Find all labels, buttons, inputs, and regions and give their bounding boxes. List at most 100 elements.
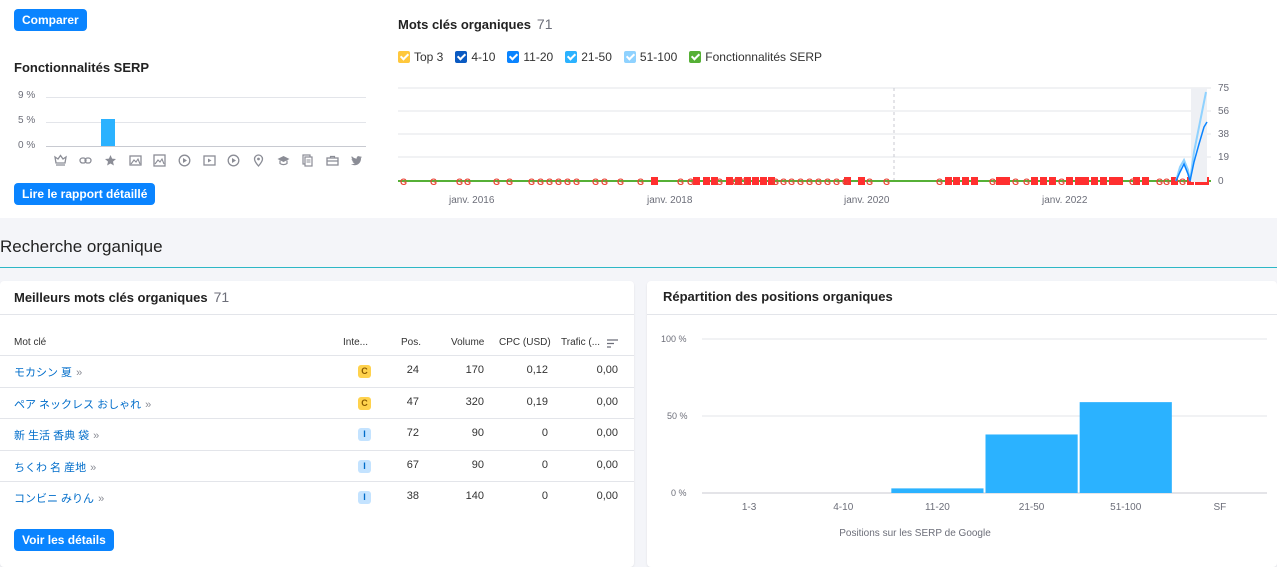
table-row[interactable]: 新 生活 香典 袋» I 72 90 0 0,00	[0, 418, 634, 449]
col-traffic[interactable]: Trafic (...	[561, 337, 601, 348]
google-g-marker: G	[806, 177, 813, 187]
legend-11-20[interactable]: 11-20	[507, 50, 553, 64]
serp-flag-marker	[1116, 177, 1123, 185]
y-tick: 19	[1218, 152, 1230, 163]
legend-21-50[interactable]: 21-50	[565, 50, 612, 64]
x-tick: 11-20	[925, 502, 950, 513]
serp-bar[interactable]	[101, 118, 115, 146]
serp-flag-marker	[953, 177, 960, 185]
serp-flag-marker	[1049, 177, 1056, 185]
detailed-report-button[interactable]: Lire le rapport détaillé	[14, 183, 156, 205]
google-g-marker: G	[740, 177, 747, 187]
legend-51-100[interactable]: 51-100	[623, 50, 677, 64]
google-g-marker: G	[772, 177, 779, 187]
keyword-link[interactable]: ちくわ 名 産地»	[14, 459, 96, 475]
traffic-value: 0,00	[596, 427, 618, 439]
y-tick: 0	[1218, 176, 1224, 187]
chevron-double-right-icon[interactable]: »	[90, 461, 97, 474]
serp-axis-tick: 0 %	[18, 140, 36, 151]
section-title: Recherche organique	[0, 237, 163, 256]
col-cpc[interactable]: CPC (USD)	[499, 337, 551, 348]
keywords-legend: Top 3 4-10 11-20 21-50 51-100 Fonctionna…	[398, 50, 822, 64]
intent-badge: C	[358, 365, 371, 378]
col-keyword[interactable]: Mot clé	[14, 337, 47, 348]
traffic-value: 0,00	[596, 458, 618, 471]
serp-flag-marker	[703, 177, 710, 185]
position-bar	[1079, 402, 1172, 493]
serp-flag-marker	[1133, 177, 1140, 185]
crown-icon	[53, 154, 67, 168]
google-g-marker: G	[1023, 177, 1030, 187]
top-keywords-count: 71	[213, 289, 230, 305]
checkbox-icon	[689, 51, 702, 63]
checkbox-icon	[565, 51, 578, 63]
col-intent[interactable]: Inte...	[343, 337, 369, 348]
serp-flag-marker	[996, 177, 1003, 185]
cpc-value: 0,12	[526, 364, 548, 376]
google-g-marker: G	[537, 177, 544, 187]
keyword-link[interactable]: モカシン 夏»	[14, 364, 82, 380]
google-g-marker: G	[1012, 177, 1019, 187]
legend-top3[interactable]: Top 3	[398, 50, 443, 64]
organic-keywords-count: 71	[536, 16, 553, 32]
serp-flag-marker	[1109, 177, 1116, 185]
legend-4-10[interactable]: 4-10	[455, 50, 495, 64]
chevron-double-right-icon[interactable]: »	[93, 430, 100, 442]
legend-label: Top 3	[414, 50, 444, 64]
intent-badge: I	[358, 428, 371, 441]
table-row[interactable]: コンビニ みりん» I 38 140 0 0,00	[0, 481, 634, 512]
serp-flag-marker	[1100, 177, 1107, 185]
play-icon	[226, 154, 240, 168]
chevron-double-right-icon[interactable]: »	[145, 398, 152, 411]
serp-flag-marker	[1040, 177, 1047, 185]
serp-flag-marker	[1031, 177, 1038, 185]
briefcase-icon	[325, 154, 339, 168]
legend-label: 21-50	[581, 50, 612, 64]
image-icon	[128, 154, 142, 168]
google-g-marker: G	[617, 177, 624, 187]
positions-bar-chart[interactable]: 100 % 50 % 0 % 1-3 4-10 11-20 21-50 51-100 SF…	[647, 321, 1277, 546]
intent-badge: I	[358, 459, 371, 473]
positions-card: Répartition des positions organiques 100…	[647, 281, 1277, 567]
legend-serp-features[interactable]: Fonctionnalités SERP	[689, 50, 822, 64]
table-row[interactable]: ちくわ 名 産地» I 67 90 0 0,00	[0, 449, 634, 481]
volume-value: 90	[471, 458, 484, 471]
serp-axis-tick: 5 %	[18, 115, 36, 126]
table-row[interactable]: モカシン 夏» C 24 170 0,12 0,00	[0, 355, 634, 386]
col-position[interactable]: Pos.	[401, 337, 422, 348]
view-details-button[interactable]: Voir les détails	[14, 529, 114, 551]
sort-icon[interactable]	[607, 339, 618, 351]
keyword-link[interactable]: コンビニ みりん»	[14, 490, 104, 506]
top-keywords-card: Meilleurs mots clés organiques 71 Mot clé…	[0, 281, 634, 567]
chevron-double-right-icon[interactable]: »	[76, 367, 83, 379]
volume-value: 320	[465, 395, 484, 408]
table-row[interactable]: ペア ネックレス おしゃれ» C 47 320 0,19 0,00	[0, 386, 634, 418]
legend-label: 4-10	[471, 50, 496, 64]
compare-button[interactable]: Comparer	[14, 9, 87, 31]
top-keywords-title: Meilleurs mots clés organiques 71	[14, 289, 229, 305]
traffic-value: 0,00	[596, 395, 618, 408]
keyword-link[interactable]: 新 生活 香典 袋»	[14, 427, 99, 443]
intent-badge: C	[358, 396, 371, 410]
table-header: Mot clé Inte... Pos. Volume CPC (USD) Tr…	[14, 337, 620, 357]
intent-badge: I	[358, 491, 371, 504]
video-icon	[177, 154, 191, 168]
col-volume[interactable]: Volume	[451, 337, 485, 348]
chevron-double-right-icon[interactable]: »	[98, 493, 105, 505]
serp-flag-marker	[1091, 177, 1098, 185]
serp-flag-marker	[651, 177, 658, 185]
google-g-marker: G	[1179, 177, 1186, 187]
google-g-marker: G	[430, 177, 437, 187]
cpc-value: 0	[541, 458, 548, 471]
serp-flag-marker	[693, 177, 700, 185]
checkbox-icon	[398, 51, 410, 63]
serp-flag-marker	[962, 177, 969, 185]
link-icon	[78, 154, 92, 168]
position-value: 72	[406, 427, 419, 439]
y-tick: 56	[1218, 106, 1230, 117]
x-tick: janv. 2016	[448, 195, 495, 206]
keyword-link[interactable]: ペア ネックレス おしゃれ»	[14, 396, 151, 412]
google-g-marker: G	[573, 177, 580, 187]
position-labels: 1-3 4-10 11-20 21-50 51-100 SF	[742, 502, 1226, 513]
